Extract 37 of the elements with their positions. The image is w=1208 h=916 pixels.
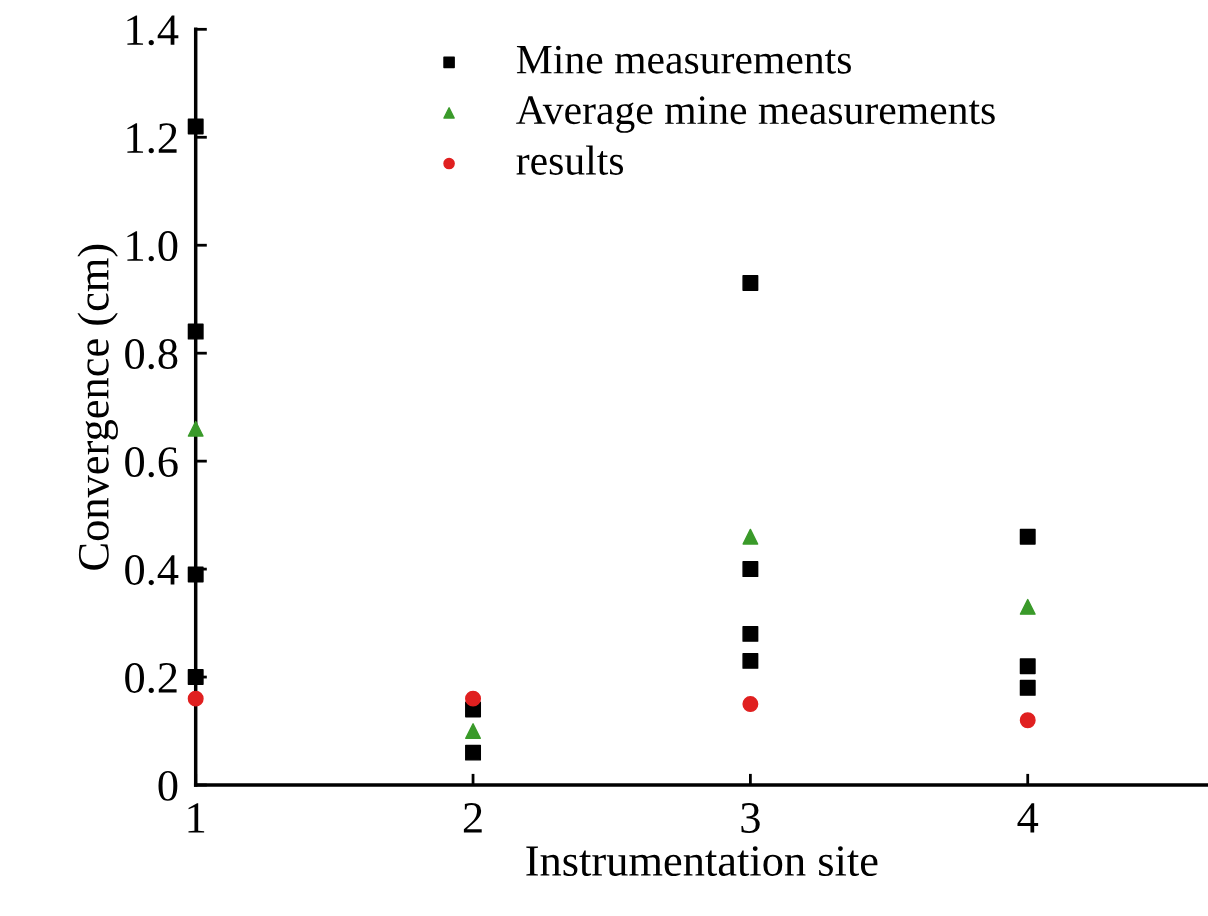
x-axis-title: Instrumentation site (526, 846, 878, 877)
y-tick-label: 1.4 (127, 15, 179, 46)
point (1019, 528, 1036, 545)
point (187, 566, 204, 583)
x-tick-label: 4 (1017, 803, 1039, 833)
legend-label: Mine measurements (516, 45, 851, 74)
y-tick-label: 1.2 (127, 123, 177, 154)
point (1019, 658, 1036, 675)
point (742, 275, 759, 291)
point (187, 669, 204, 686)
point (187, 118, 204, 135)
legend-label: Average mine measurements (516, 96, 995, 133)
x-tick-label: 3 (741, 803, 760, 833)
point (1019, 679, 1036, 696)
point (742, 528, 759, 545)
point (187, 420, 204, 437)
point (465, 723, 482, 740)
y-axis-title: Convergence (cm) (77, 244, 118, 570)
point (742, 625, 759, 642)
point (1019, 598, 1036, 615)
y-tick-label: 1.0 (127, 231, 178, 262)
y-tick-label: 0.4 (125, 554, 179, 586)
y-tick-label: 0.6 (125, 447, 178, 478)
point (742, 652, 759, 669)
x-tick-label: 2 (463, 803, 482, 833)
legend-label: results (516, 145, 624, 175)
point (1019, 712, 1036, 729)
x-tick-label: 1 (188, 803, 205, 833)
point (187, 690, 204, 707)
y-tick-label: 0.2 (125, 662, 177, 694)
point (465, 690, 482, 707)
point (187, 323, 204, 340)
y-tick-label: 0 (158, 770, 178, 801)
point (742, 696, 759, 713)
y-tick-label: 0.8 (125, 339, 178, 370)
point (465, 744, 482, 761)
point (742, 561, 759, 578)
